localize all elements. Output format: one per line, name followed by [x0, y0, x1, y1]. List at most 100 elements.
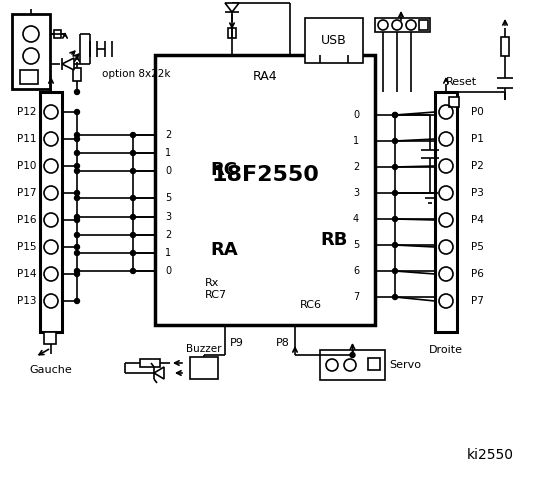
Text: Droite: Droite: [429, 345, 463, 355]
Text: Rx: Rx: [205, 278, 220, 288]
Circle shape: [75, 268, 80, 274]
Text: P3: P3: [471, 188, 484, 198]
Polygon shape: [154, 367, 164, 379]
Text: Servo: Servo: [389, 360, 421, 370]
Text: 1: 1: [165, 148, 171, 158]
Text: 5: 5: [165, 193, 171, 203]
Circle shape: [75, 244, 80, 250]
Text: 3: 3: [165, 212, 171, 222]
Text: option 8x22k: option 8x22k: [102, 69, 170, 79]
Text: P16: P16: [17, 215, 36, 225]
Bar: [12, 14, 50, 89]
Bar: [20, 70, 38, 84]
Polygon shape: [225, 3, 239, 12]
Circle shape: [75, 151, 80, 156]
Circle shape: [131, 195, 135, 201]
Circle shape: [350, 352, 355, 358]
Text: RB: RB: [320, 231, 347, 249]
Bar: [435, 92, 457, 332]
Text: 4: 4: [353, 214, 359, 224]
Circle shape: [131, 251, 135, 255]
Circle shape: [75, 299, 80, 303]
Circle shape: [131, 215, 135, 219]
Circle shape: [75, 191, 80, 195]
Bar: [228, 28, 236, 38]
Circle shape: [393, 242, 398, 248]
Bar: [449, 97, 459, 107]
Bar: [305, 18, 363, 63]
Text: P0: P0: [471, 107, 484, 117]
Text: RC6: RC6: [300, 300, 322, 310]
Bar: [419, 20, 428, 30]
Text: 0: 0: [165, 266, 171, 276]
Circle shape: [75, 232, 80, 238]
Text: P17: P17: [17, 188, 36, 198]
Text: ki2550: ki2550: [467, 448, 514, 462]
Text: RA: RA: [210, 241, 238, 259]
Circle shape: [75, 217, 80, 223]
Circle shape: [131, 232, 135, 238]
Circle shape: [131, 151, 135, 156]
Text: 0: 0: [353, 110, 359, 120]
Text: P13: P13: [17, 296, 36, 306]
Bar: [375, 18, 430, 32]
Circle shape: [393, 165, 398, 169]
Text: 0: 0: [165, 166, 171, 176]
Circle shape: [131, 132, 135, 137]
Circle shape: [393, 112, 398, 118]
Text: 1: 1: [165, 248, 171, 258]
Text: 1: 1: [353, 136, 359, 146]
Text: USB: USB: [321, 34, 347, 47]
Text: Gauche: Gauche: [30, 365, 72, 375]
Bar: [501, 37, 509, 56]
Circle shape: [393, 216, 398, 221]
Circle shape: [393, 268, 398, 274]
Circle shape: [393, 112, 398, 118]
Circle shape: [75, 195, 80, 201]
Text: P15: P15: [17, 242, 36, 252]
Circle shape: [75, 89, 80, 95]
Circle shape: [75, 272, 80, 276]
Bar: [190, 357, 218, 379]
Bar: [40, 92, 62, 332]
Text: P6: P6: [471, 269, 484, 279]
Text: P7: P7: [471, 296, 484, 306]
Text: P8: P8: [276, 338, 290, 348]
Circle shape: [393, 191, 398, 195]
Text: Buzzer: Buzzer: [186, 344, 222, 354]
Circle shape: [131, 168, 135, 173]
Circle shape: [75, 164, 80, 168]
Text: 18F2550: 18F2550: [211, 165, 319, 185]
Circle shape: [75, 215, 80, 219]
Text: RC7: RC7: [205, 290, 227, 300]
Text: RC: RC: [210, 161, 237, 179]
Text: 3: 3: [353, 188, 359, 198]
Circle shape: [75, 251, 80, 255]
Circle shape: [75, 109, 80, 115]
Text: 2: 2: [165, 130, 171, 140]
Text: P11: P11: [17, 134, 36, 144]
Text: P10: P10: [17, 161, 36, 171]
Bar: [140, 359, 160, 367]
Bar: [155, 55, 375, 325]
Circle shape: [75, 132, 80, 137]
Bar: [54, 30, 61, 38]
Text: P5: P5: [471, 242, 484, 252]
Text: Reset: Reset: [446, 77, 477, 87]
Text: P9: P9: [230, 338, 244, 348]
Text: 6: 6: [353, 266, 359, 276]
Bar: [320, 350, 385, 380]
Bar: [44, 332, 56, 344]
Circle shape: [393, 295, 398, 300]
Circle shape: [75, 136, 80, 142]
Text: 2: 2: [353, 162, 359, 172]
Text: P1: P1: [471, 134, 484, 144]
Text: P12: P12: [17, 107, 36, 117]
Circle shape: [393, 139, 398, 144]
Text: P4: P4: [471, 215, 484, 225]
Bar: [73, 68, 81, 81]
Text: RA4: RA4: [253, 71, 277, 84]
Text: P14: P14: [17, 269, 36, 279]
Polygon shape: [62, 58, 74, 70]
Text: 2: 2: [165, 230, 171, 240]
